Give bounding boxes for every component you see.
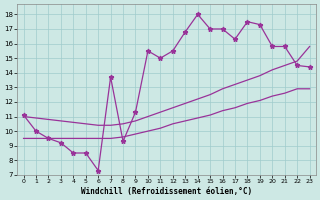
X-axis label: Windchill (Refroidissement éolien,°C): Windchill (Refroidissement éolien,°C) xyxy=(81,187,252,196)
